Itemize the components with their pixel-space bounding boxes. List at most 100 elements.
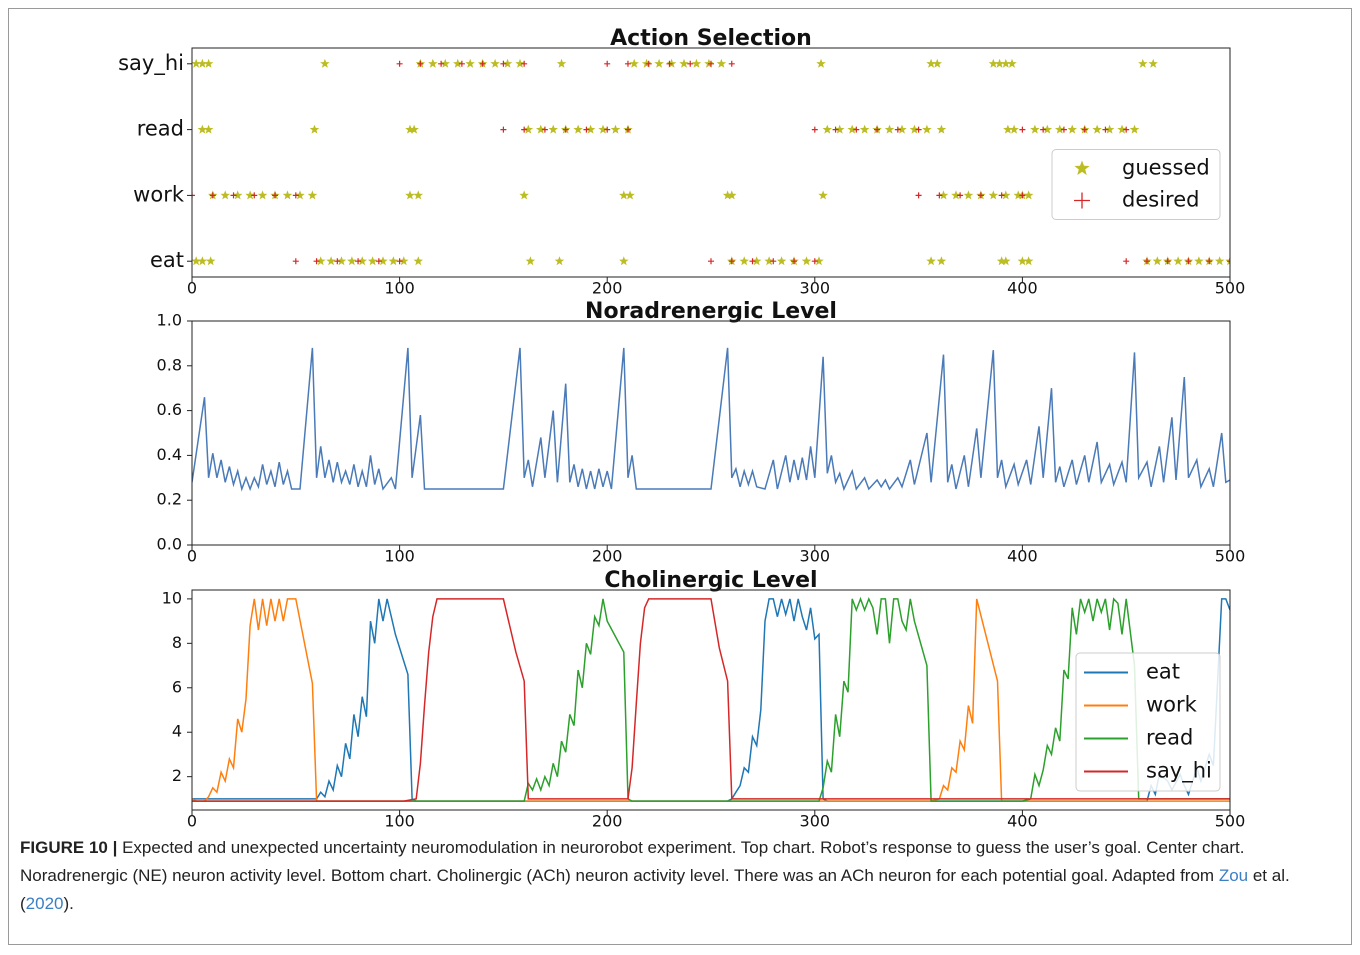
desired-marker [791, 258, 798, 265]
guess-marker [897, 124, 907, 134]
series-line [192, 598, 1230, 802]
guess-marker [1214, 256, 1225, 266]
chart-title: Cholinergic Level [604, 568, 817, 593]
desired-marker [1040, 126, 1047, 133]
desired-marker [355, 258, 362, 265]
desired-marker [1143, 258, 1150, 265]
guess-marker [1194, 256, 1204, 266]
guess-marker [405, 124, 415, 134]
guess-marker [197, 256, 208, 266]
guess-marker [1003, 124, 1013, 134]
guess-marker [739, 256, 749, 266]
guess-marker [859, 124, 870, 134]
y-tick-label: 0.6 [157, 400, 182, 419]
series-line [192, 598, 1230, 802]
x-tick-label: 500 [1215, 547, 1246, 566]
desired-marker [1206, 258, 1213, 265]
guess-marker [347, 256, 357, 266]
series-line [192, 347, 1230, 492]
guess-marker [502, 58, 513, 68]
desired-marker [417, 60, 424, 67]
desired-marker [708, 60, 714, 67]
x-tick-label: 0 [187, 812, 197, 831]
desired-marker [230, 192, 237, 199]
guess-marker [548, 124, 558, 134]
desired-marker [604, 126, 611, 133]
caption-year[interactable]: 2020 [25, 894, 64, 913]
x-tick-label: 500 [1215, 812, 1246, 831]
desired-marker [853, 126, 860, 133]
legend-box [1075, 652, 1221, 792]
caption-author[interactable]: Zou [1218, 866, 1249, 885]
guess-marker [440, 58, 450, 68]
guess-marker [1104, 124, 1115, 134]
guess-marker [1173, 256, 1183, 266]
guess-marker [1042, 124, 1053, 134]
guess-marker [192, 256, 201, 266]
desired-marker [1164, 258, 1171, 265]
desired-marker [770, 258, 777, 265]
desired-marker [811, 126, 818, 133]
desired-marker [521, 126, 528, 133]
guess-marker [963, 190, 974, 200]
guess-marker [988, 58, 999, 68]
desired-marker [915, 126, 922, 133]
guess-marker [232, 190, 243, 200]
x-tick-label: 400 [1007, 547, 1038, 566]
caption-text: Expected and unexpected uncertainty neur… [20, 838, 1245, 885]
desired-marker [728, 258, 735, 265]
desired-marker [624, 60, 631, 67]
plot-area [192, 347, 1230, 492]
y-tick-label: 0.2 [157, 490, 182, 509]
guess-marker [316, 256, 326, 266]
desired-marker [957, 192, 964, 199]
guess-marker [1023, 256, 1034, 266]
legend-marker [1074, 160, 1090, 175]
guess-marker [523, 124, 534, 134]
guess-marker [1092, 124, 1102, 134]
series-line [192, 596, 1230, 802]
guess-marker [691, 58, 702, 68]
x-tick-label: 300 [800, 812, 831, 831]
desired-marker [604, 60, 611, 67]
guess-marker [1017, 256, 1028, 266]
desired-marker [292, 192, 299, 199]
guess-marker [932, 58, 942, 68]
guess-marker [951, 190, 961, 200]
desired-marker [687, 60, 694, 67]
desired-marker [251, 192, 258, 199]
guess-marker [357, 256, 367, 266]
guess-marker [203, 124, 214, 134]
legend-label: guessed [1122, 156, 1210, 180]
guess-marker [988, 190, 999, 200]
guess-marker [926, 256, 936, 266]
guess-marker [453, 58, 463, 68]
guess-marker [822, 124, 832, 134]
guess-marker [409, 124, 419, 134]
guess-marker [922, 124, 932, 134]
legend-label: work [1146, 693, 1198, 717]
guess-marker [1067, 124, 1077, 134]
x-tick-label: 100 [384, 547, 415, 566]
legend-label: say_hi [1146, 759, 1212, 784]
guess-marker [465, 58, 475, 68]
desired-marker [1081, 126, 1088, 133]
desired-marker [874, 126, 881, 133]
desired-marker [313, 258, 320, 265]
guess-marker [1148, 58, 1158, 68]
guess-marker [722, 190, 733, 200]
guess-marker [610, 124, 621, 134]
guess-marker [536, 124, 546, 134]
y-tick-label: 1.0 [157, 311, 182, 330]
guess-marker [399, 256, 409, 266]
guess-marker [679, 58, 689, 68]
guess-marker [751, 256, 762, 266]
guess-marker [619, 190, 629, 200]
y-tick-label: 0.8 [157, 355, 182, 374]
x-tick-label: 500 [1215, 279, 1246, 298]
guess-marker [1030, 124, 1040, 134]
guess-marker [519, 190, 529, 200]
legend-label: read [1146, 726, 1193, 750]
